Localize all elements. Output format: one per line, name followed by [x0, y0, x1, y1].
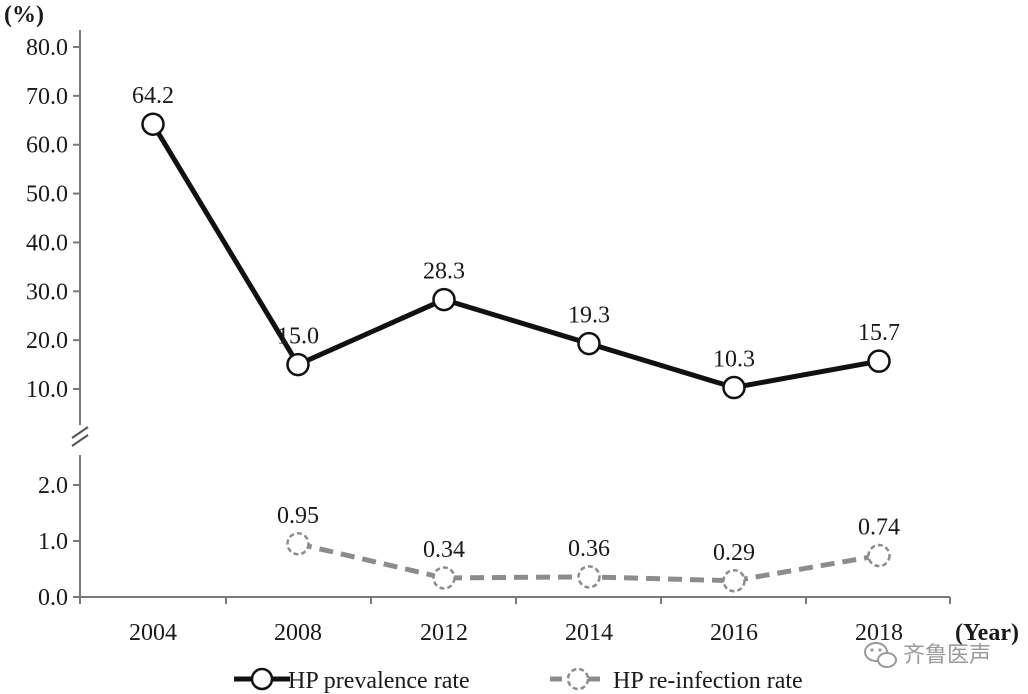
data-label: 10.3 [713, 347, 755, 373]
data-point [867, 349, 891, 373]
data-point [286, 532, 310, 556]
legend-label: HP re-infection rate [613, 668, 803, 694]
data-point [286, 352, 310, 377]
data-label: 0.74 [858, 515, 900, 541]
data-point [432, 566, 456, 590]
data-point [577, 331, 601, 356]
series-reinfection: 0.95 0.34 0.36 0.29 0.74 [277, 503, 900, 593]
x-tick-label: 2016 [710, 620, 758, 646]
watermark: 齐鲁医声 [864, 642, 991, 668]
data-point [722, 569, 746, 593]
x-unit-label: (Year) [955, 620, 1019, 646]
y-unit-label: (%) [4, 2, 44, 28]
data-point [432, 287, 456, 312]
axes [71, 30, 950, 598]
y-tick-label: 1.0 [38, 529, 68, 555]
data-label: 15.7 [858, 320, 900, 346]
data-label: 0.36 [568, 536, 610, 562]
data-point [722, 375, 746, 400]
data-label: 19.3 [568, 303, 610, 329]
watermark-text: 齐鲁医声 [903, 643, 991, 668]
data-point [577, 565, 601, 589]
data-label: 28.3 [423, 259, 465, 285]
data-label: 15.0 [277, 324, 319, 350]
y-tick-label: 60.0 [26, 133, 68, 159]
y-tick-label: 80.0 [26, 35, 68, 61]
x-tick-label: 2014 [565, 620, 613, 646]
series-line [150, 122, 880, 391]
legend-item: HP prevalence rate [234, 667, 470, 694]
series-layer: 64.2 15.0 28.3 19.3 10.3 15.7 0.95 0.34 0.36 0.29… [132, 83, 900, 593]
legend-item: HP re-infection rate [550, 667, 803, 694]
x-tick-label: 2012 [420, 620, 468, 646]
axis-break-mark [71, 426, 89, 447]
data-label: 0.29 [713, 540, 755, 566]
legend: HP prevalence rate HP re-infection rate [234, 667, 803, 694]
x-tick-label: 2018 [855, 620, 903, 646]
data-label: 0.95 [277, 503, 319, 529]
y-tick-label: 70.0 [26, 84, 68, 110]
y-tick-label: 50.0 [26, 182, 68, 208]
wechat-icon [864, 642, 897, 668]
y-tick-label: 30.0 [26, 279, 68, 305]
data-label: 64.2 [132, 83, 174, 109]
tick-labels: 10.0 20.0 30.0 40.0 50.0 60.0 70.0 80.0 0.0 1.0 2.… [26, 35, 951, 646]
y-tick-label: 10.0 [26, 377, 68, 403]
data-label: 0.34 [423, 537, 465, 563]
data-point [867, 543, 891, 568]
y-tick-label: 40.0 [26, 230, 68, 256]
y-tick-label: 20.0 [26, 328, 68, 354]
x-tick-label: 2008 [274, 620, 322, 646]
legend-swatch-marker [566, 667, 590, 691]
series-prevalence: 64.2 15.0 28.3 19.3 10.3 15.7 [132, 83, 900, 400]
legend-label: HP prevalence rate [288, 668, 470, 694]
legend-swatch-marker [250, 667, 274, 691]
y-tick-label: 0.0 [38, 585, 68, 611]
y-tick-label: 2.0 [38, 473, 68, 499]
x-tick-label: 2004 [129, 620, 177, 646]
data-point [141, 112, 165, 136]
